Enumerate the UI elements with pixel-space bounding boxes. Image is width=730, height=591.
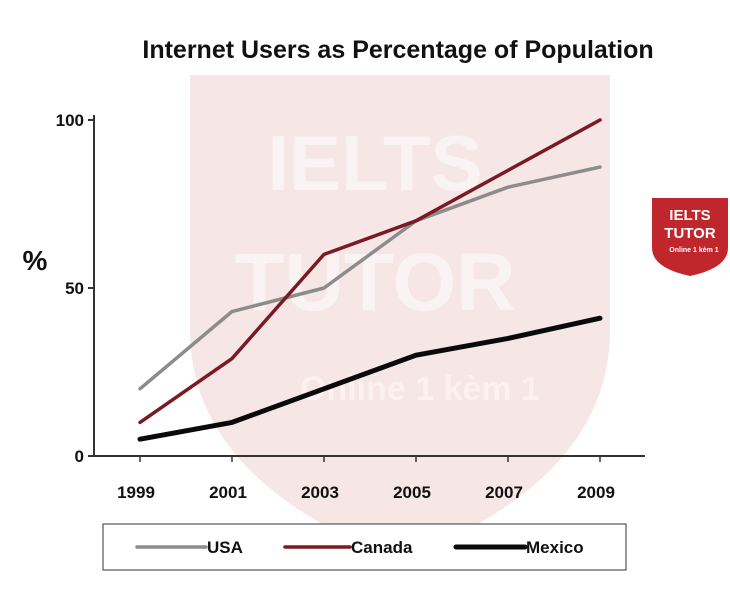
watermark-line1: IELTS: [267, 119, 482, 207]
series-line-mexico: [137, 315, 603, 442]
watermark-line3: Online 1 kèm 1: [300, 370, 540, 408]
series-line-usa: [138, 165, 602, 391]
brand-badge-shape: [652, 198, 728, 276]
x-tick-label: 2001: [209, 483, 247, 502]
series-line-canada: [138, 118, 602, 425]
y-tick-label: 50: [65, 279, 84, 298]
legend: USA Canada Mexico: [102, 523, 627, 571]
y-tick-label: 100: [56, 111, 84, 130]
x-tick-label: 2009: [577, 483, 615, 502]
x-ticks-group: 1999 2001 2003 2005 2007 2009: [117, 456, 615, 502]
x-tick-label: 2007: [485, 483, 523, 502]
badge-line3: Online 1 kèm 1: [669, 247, 719, 254]
series-lines-group: [137, 118, 603, 442]
y-tick-label: 0: [75, 447, 84, 466]
legend-label-mexico: Mexico: [526, 538, 584, 557]
x-tick-label: 2005: [393, 483, 431, 502]
y-axis-label: %: [23, 245, 48, 276]
x-tick-label: 2003: [301, 483, 339, 502]
y-ticks-group: 0 50 100: [56, 111, 94, 466]
x-tick-label: 1999: [117, 483, 155, 502]
watermark-group: IELTS TUTOR Online 1 kèm 1: [190, 75, 610, 560]
brand-badge: IELTS TUTOR Online 1 kèm 1: [652, 198, 728, 276]
badge-line2: TUTOR: [664, 225, 716, 242]
chart-title: Internet Users as Percentage of Populati…: [142, 36, 653, 64]
badge-line1: IELTS: [669, 207, 710, 224]
legend-items-group: USA Canada Mexico: [135, 538, 584, 557]
watermark-shield-shape: [190, 75, 610, 560]
legend-label-canada: Canada: [351, 538, 413, 557]
legend-label-usa: USA: [207, 538, 243, 557]
